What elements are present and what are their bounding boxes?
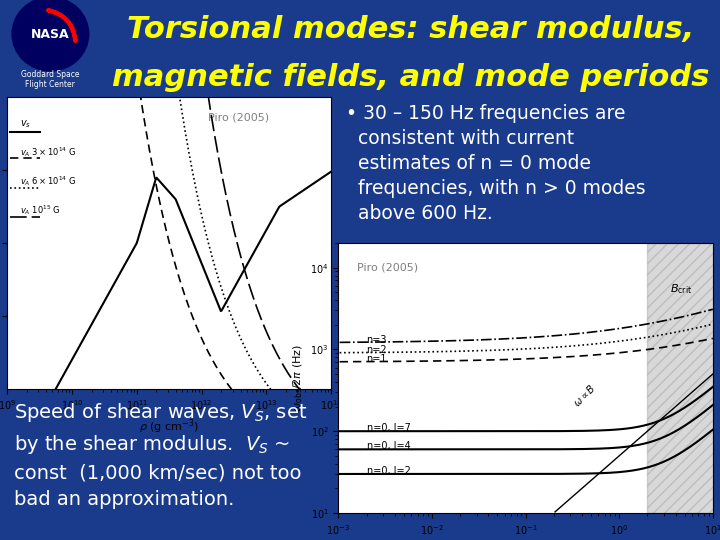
Text: $v_s$: $v_s$ [20, 118, 31, 130]
Text: n=3: n=3 [366, 335, 387, 345]
Text: $v_A$ $6\times10^{14}$ G: $v_A$ $6\times10^{14}$ G [20, 174, 76, 188]
Text: NASA: NASA [31, 28, 70, 40]
Text: $v_A$ $3\times10^{14}$ G: $v_A$ $3\times10^{14}$ G [20, 145, 76, 159]
Y-axis label: $\omega_{\rm obs}/2\pi$ (Hz): $\omega_{\rm obs}/2\pi$ (Hz) [291, 344, 305, 412]
Text: n=2: n=2 [366, 345, 387, 355]
Text: $v_A$ $10^{15}$ G: $v_A$ $10^{15}$ G [20, 204, 61, 217]
Circle shape [12, 0, 89, 71]
Text: magnetic fields, and mode periods: magnetic fields, and mode periods [112, 63, 709, 92]
FancyArrowPatch shape [48, 10, 76, 41]
Text: • 30 – 150 Hz frequencies are
  consistent with current
  estimates of n = 0 mod: • 30 – 150 Hz frequencies are consistent… [346, 105, 646, 224]
Text: $B_{\rm crit}$: $B_{\rm crit}$ [670, 282, 693, 296]
Text: Torsional modes: shear modulus,: Torsional modes: shear modulus, [127, 15, 694, 44]
Text: n=0, l=4: n=0, l=4 [366, 441, 410, 451]
Text: Piro (2005): Piro (2005) [357, 262, 418, 272]
Text: n=0, l=2: n=0, l=2 [366, 466, 410, 476]
Text: Speed of shear waves, $V_S$, set
by the shear modulus.  $V_S$ ~
const  (1,000 km: Speed of shear waves, $V_S$, set by the … [14, 401, 307, 509]
Text: $\omega \propto B$: $\omega \propto B$ [570, 381, 598, 409]
Text: Piro (2005): Piro (2005) [208, 112, 269, 123]
Bar [647, 243, 713, 513]
Text: n=0, l=7: n=0, l=7 [366, 423, 410, 433]
X-axis label: $\rho$ (g cm$^{-3}$): $\rho$ (g cm$^{-3}$) [139, 418, 199, 436]
Text: n=1: n=1 [366, 354, 387, 364]
Text: Goddard Space
Flight Center: Goddard Space Flight Center [21, 70, 80, 90]
